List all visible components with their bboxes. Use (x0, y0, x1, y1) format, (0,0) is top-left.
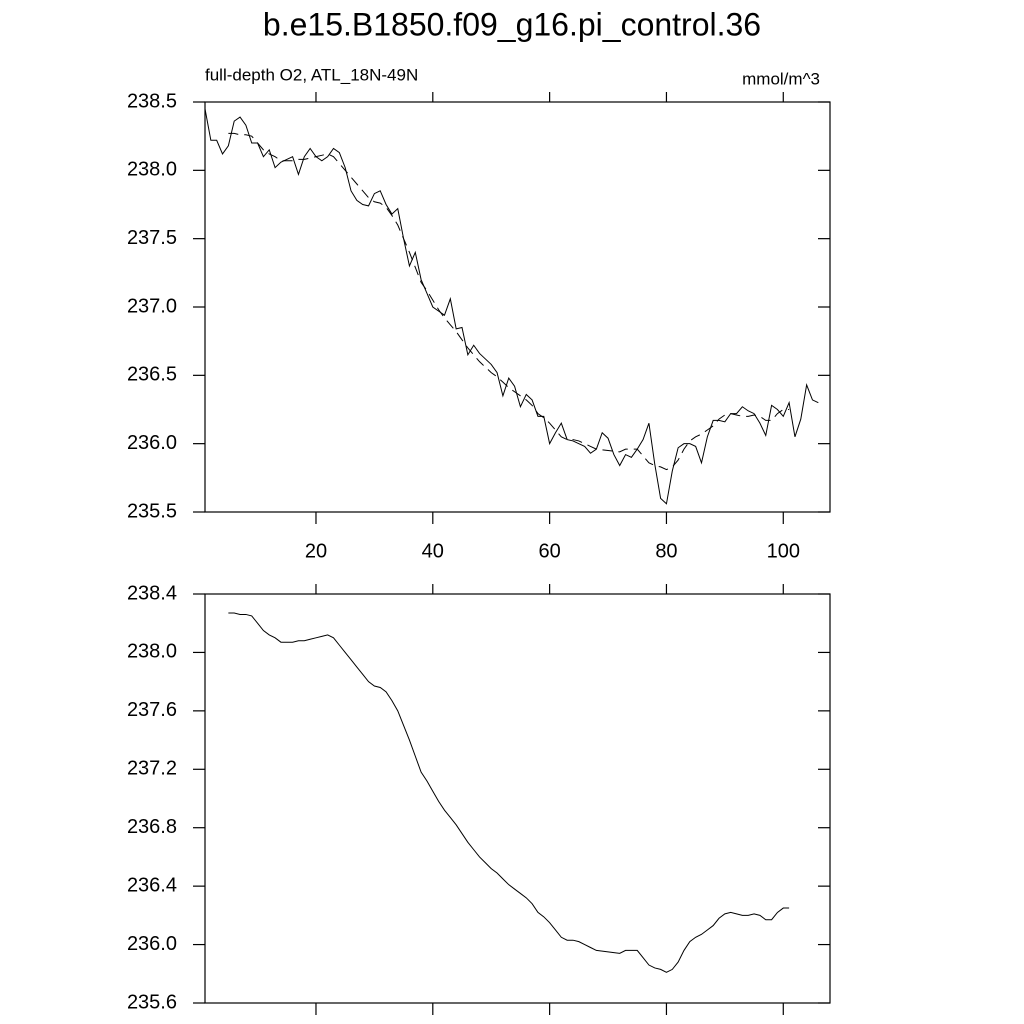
y-tick-label: 238.0 (127, 641, 177, 663)
y-tick-label: 237.5 (127, 227, 177, 249)
y-tick-label: 236.0 (127, 933, 177, 955)
chart-title: b.e15.B1850.f09_g16.pi_control.36 (263, 6, 761, 42)
y-tick-label: 236.0 (127, 432, 177, 454)
x-tick-label: 100 (767, 540, 800, 562)
data-line (228, 132, 790, 471)
x-tick-label: 40 (422, 540, 444, 562)
data-line (204, 108, 819, 505)
y-tick-label: 236.5 (127, 364, 177, 386)
plot-frame (204, 101, 831, 513)
plot-frame (204, 593, 831, 1004)
y-tick-label: 238.5 (127, 90, 177, 112)
y-tick-label: 236.4 (127, 874, 177, 896)
y-tick-label: 238.0 (127, 159, 177, 181)
y-tick-label: 238.4 (127, 582, 177, 604)
units: mmol/m^3 (742, 69, 820, 88)
y-tick-label: 237.2 (127, 758, 177, 780)
y-tick-label: 235.5 (127, 500, 177, 522)
x-tick-label: 80 (655, 540, 677, 562)
y-tick-label: 237.6 (127, 699, 177, 721)
data-line (228, 612, 790, 973)
y-tick-label: 235.6 (127, 991, 177, 1013)
x-tick-label: 60 (539, 540, 561, 562)
y-tick-label: 237.0 (127, 295, 177, 317)
y-tick-label: 236.8 (127, 816, 177, 838)
x-tick-label: 20 (305, 540, 327, 562)
subtitle: full-depth O2, ATL_18N-49N (205, 65, 418, 84)
